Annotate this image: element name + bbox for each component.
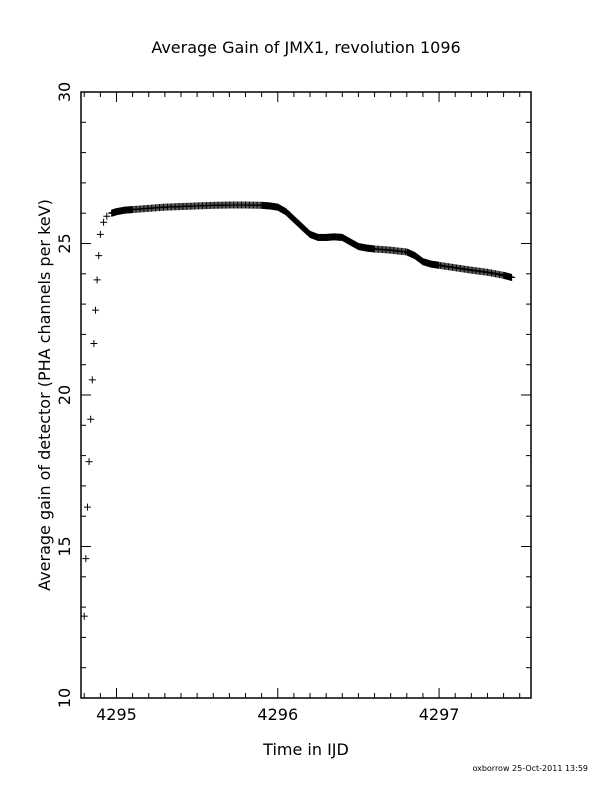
data-point [103, 212, 111, 220]
data-point [96, 230, 104, 238]
data-point [95, 252, 103, 260]
data-point [93, 276, 101, 284]
y-axis-label: Average gain of detector (PHA channels p… [35, 199, 54, 591]
data-points [80, 201, 516, 620]
y-tick-label: 30 [55, 82, 74, 102]
data-point [90, 339, 98, 347]
y-tick-label: 20 [55, 385, 74, 405]
chart-title: Average Gain of JMX1, revolution 1096 [151, 38, 460, 57]
timestamp-stamp: oxborrow 25-Oct-2011 13:59 [472, 764, 588, 773]
data-point [92, 306, 100, 314]
data-point [100, 218, 108, 226]
data-point [80, 612, 88, 620]
axis-ticks: 4295 4296 4297 10 15 20 25 30 [55, 82, 531, 724]
x-tick-label: 4297 [419, 705, 460, 724]
data-point-dense [507, 273, 515, 281]
x-axis-label: Time in IJD [262, 740, 349, 759]
plot-frame [80, 91, 532, 699]
data-point [82, 555, 90, 563]
y-tick-label: 15 [55, 536, 74, 556]
y-tick-label: 10 [55, 688, 74, 708]
data-point [88, 376, 96, 384]
data-point [83, 503, 91, 511]
data-point [85, 458, 93, 466]
x-tick-label: 4295 [96, 705, 137, 724]
x-tick-label: 4296 [257, 705, 298, 724]
y-tick-label: 25 [55, 233, 74, 253]
data-point [87, 415, 95, 423]
